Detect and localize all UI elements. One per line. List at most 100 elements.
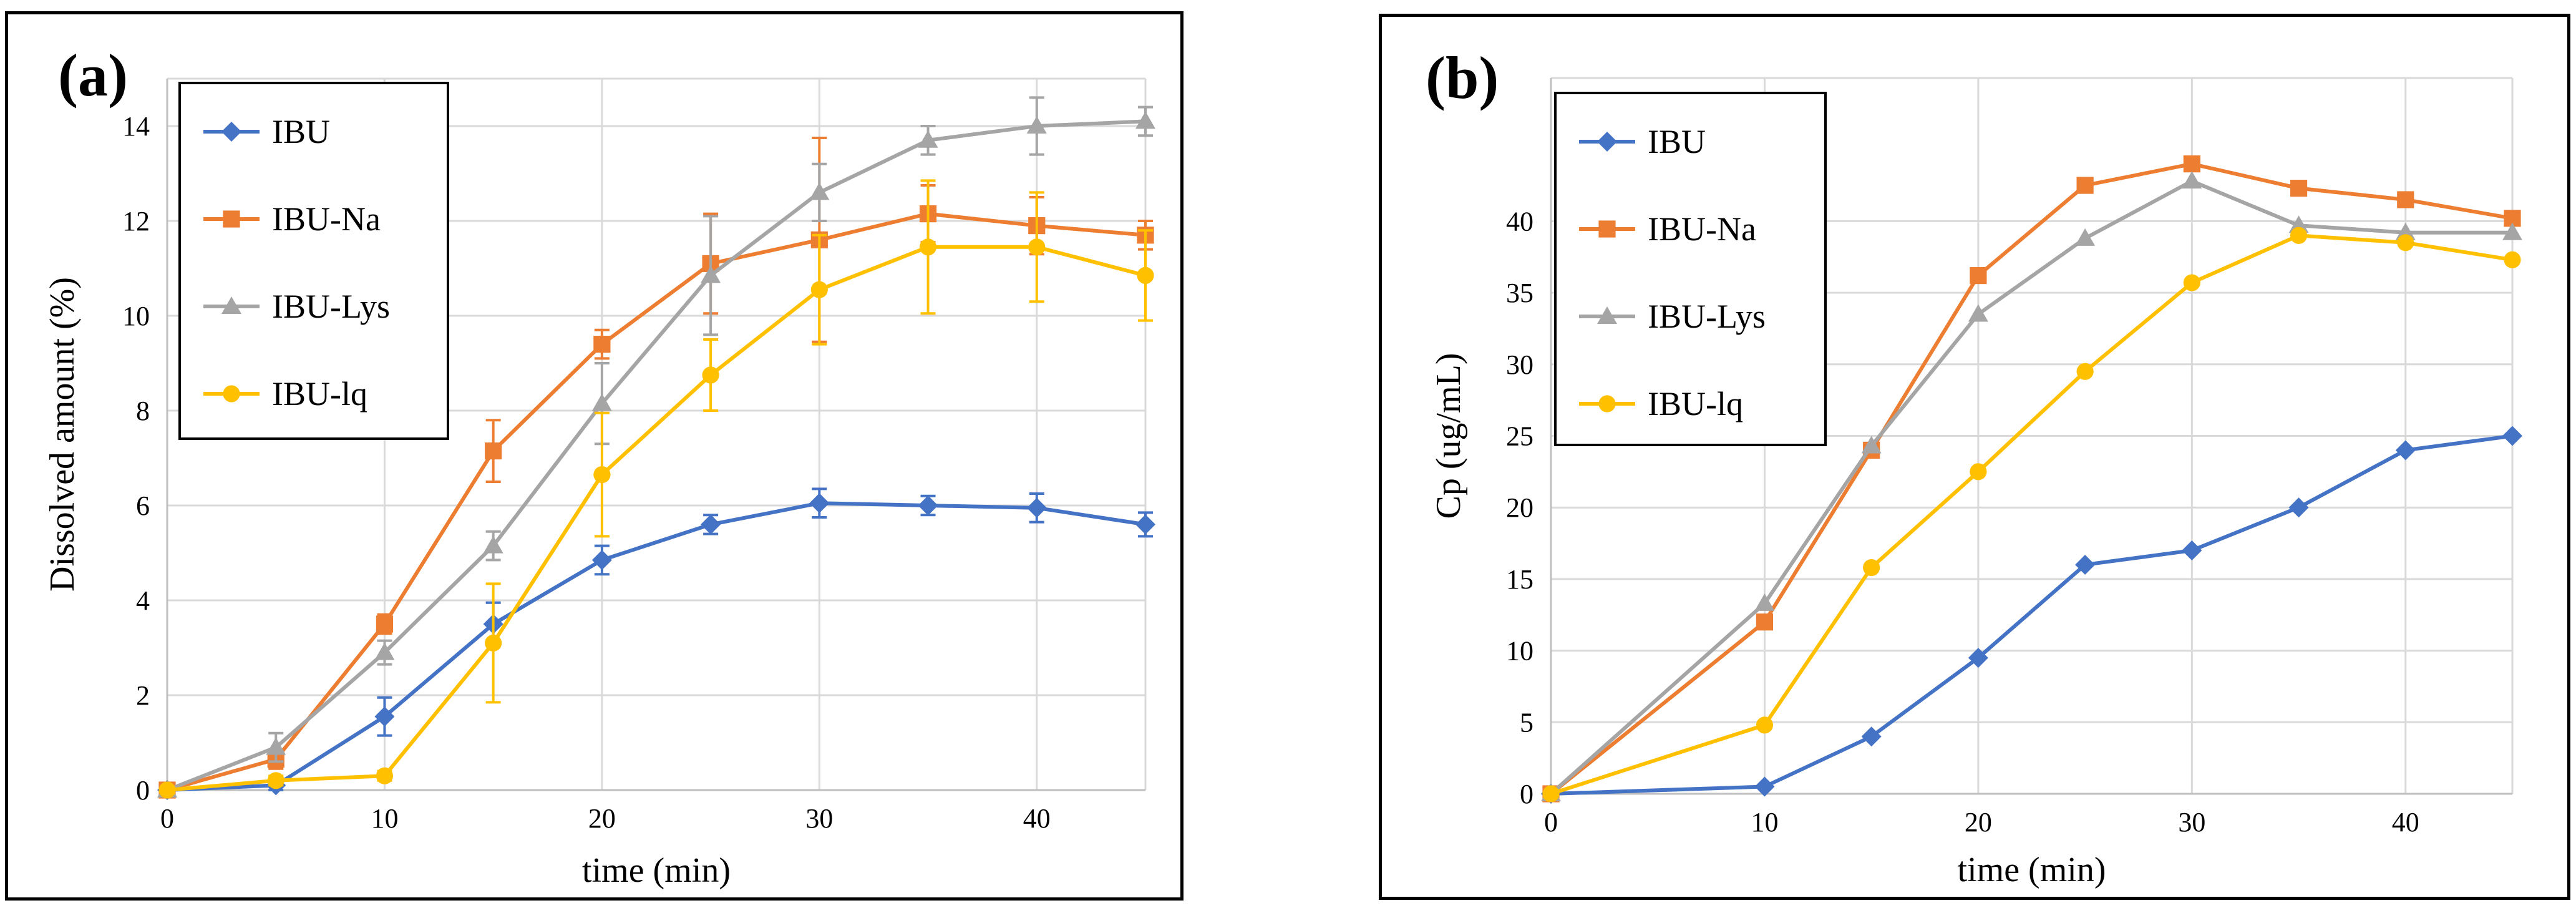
chart-b-series-ibu-na-point [2183,155,2200,173]
chart-a-y-axis-title: Dissolved amount (%) [43,277,82,592]
chart-a-series-ibu-lq-point [376,767,394,784]
chart-a-series-ibu-point [701,514,721,535]
chart-a-series-ibu-lys-point [1135,111,1155,129]
chart-b-y-tick-label: 0 [1520,779,1533,809]
chart-b-series-ibu-lq-point [2183,274,2200,291]
chart-b-series-ibu-lq-point [1863,559,1880,577]
chart-b-series-ibu-point [1861,726,1882,747]
chart-b-legend-marker-ibu-lys [1597,306,1617,324]
chart-a-series-ibu-lq-point [1028,238,1046,256]
chart-b-series-ibu-na-point [1970,266,1987,285]
chart-b-series-ibu-lys-point [2075,228,2096,246]
chart-b-series-ibu-lys-point [1754,593,1775,611]
chart-a-series-ibu-lq-point [593,466,611,484]
chart-b-series-ibu-lq-point [1542,785,1560,803]
chart-b-legend-marker-ibu-lq [1598,395,1616,413]
chart-a-series-ibu-lys [157,96,1155,798]
chart-a-y-tick-label: 0 [136,775,150,806]
chart-a-series-ibu-lq-point [810,281,828,298]
chart-b-series-ibu-lys-point [1861,436,1882,454]
chart-a-legend-label-ibu-lq: IBU-lq [272,375,367,413]
chart-b-series-ibu-lq-point [2290,227,2308,244]
chart-a-x-axis-title: time (min) [582,851,731,890]
chart-b-x-tick-label: 40 [2392,807,2419,837]
chart-b-x-axis-title: time (min) [1958,851,2106,889]
chart-b-series-ibu-na-point [1756,613,1774,631]
chart-a-series-ibu-lys-point [374,642,395,660]
chart-b-series-ibu-lq-point [2504,251,2521,268]
chart-a-series-ibu-lys-point [1026,116,1047,134]
chart-b-y-tick-label: 5 [1520,707,1533,738]
chart-a-series-ibu [157,487,1155,800]
chart-b-series-ibu-lq-point [1970,463,1987,481]
chart-a-legend: IBU IBU-Na IBU-Lys IBU-lq [178,82,449,440]
chart-a-series-ibu-lq-line [167,245,1146,792]
chart-b-series-ibu-lq-point [2397,234,2414,251]
chart-b-y-tick-label: 10 [1506,636,1533,666]
chart-b-y-axis-title: Cp (ug/mL) [1429,353,1468,519]
chart-b-y-tick-label: 30 [1506,349,1533,380]
chart-a-y-tick-label: 14 [122,111,150,142]
chart-b-series-ibu-point [2075,554,2096,575]
chart-b-legend-label-ibu-lq: IBU-lq [1648,385,1743,422]
chart-b-y-tick-label: 40 [1506,206,1533,237]
chart-b-series-ibu-lys-point [2288,215,2309,233]
chart-b-x-tick-label: 10 [1751,807,1778,837]
chart-b-y-tick-label: 25 [1506,421,1533,452]
chart-a-series-ibu-lq-point [702,366,719,384]
chart-a-series-ibu-line [167,501,1146,792]
chart-b-legend-label-ibu-na: IBU-Na [1648,210,1756,248]
chart-b-series-ibu-na-point [2290,180,2308,197]
chart-a-series-ibu-lys-point [809,182,830,200]
chart-a-x-tick-label: 0 [160,803,174,834]
chart-b-svg: 0 10 20 30 40 0 5 10 15 20 25 30 35 40 time (min) Cp (u… [1426,44,2522,889]
chart-a-x-tick-label: 10 [371,803,398,834]
chart-a-series-ibu-point [1026,497,1047,518]
chart-b-series-ibu-lys-point [2182,171,2202,189]
chart-b-y-tick-label: 35 [1506,278,1533,308]
chart-a-series-ibu-lq-point [267,772,284,789]
chart-a-series-ibu-na-point [485,442,502,460]
chart-panel-a: 0 10 20 30 40 0 2 4 6 8 10 12 14 time (min) Dissolved … [5,11,1184,901]
chart-a-series-ibu-lq-point [1137,266,1154,284]
chart-b-series-ibu-lq-point [2076,363,2094,380]
chart-a-legend-label-ibu-na: IBU-Na [272,200,381,238]
chart-b-x-tick-label: 30 [2178,807,2205,837]
chart-a-y-tick-label: 12 [122,206,150,237]
chart-b-legend-label-ibu-lys: IBU-Lys [1648,298,1766,335]
chart-a-series-ibu-lq-point [158,781,176,799]
chart-b-legend-marker-ibu-na [1598,220,1616,238]
chart-a-legend-marker-ibu-na [223,210,240,228]
chart-a-y-tick-label: 8 [136,396,150,426]
chart-a-series-ibu-lq [158,179,1154,799]
chart-b-series-ibu-na-point [2076,177,2094,194]
chart-b-series-ibu-lys-point [2502,222,2522,240]
chart-b-series-ibu [1541,426,2522,804]
chart-a-panel-label: (a) [58,42,128,109]
chart-b-series-ibu-point [2182,540,2202,561]
chart-a-x-tick-label: 30 [805,803,833,834]
chart-a-series-ibu-lys-point [701,265,721,283]
chart-b-series-ibu-line [1550,434,2513,796]
chart-a-series-ibu-na-point [376,615,394,633]
chart-b-series-ibu-point [2502,426,2522,446]
chart-a-y-tick-label: 4 [136,585,150,616]
chart-a-series-ibu-point [809,493,830,514]
chart-a-series-ibu-lys-point [918,130,938,148]
chart-a-legend-box [178,82,449,440]
chart-b-series-ibu-lq [1542,227,2521,803]
chart-b-series-ibu-na-point [2397,191,2414,208]
chart-a-svg: 0 10 20 30 40 0 2 4 6 8 10 12 14 time (min) Dissolved … [43,42,1155,890]
chart-a-series-ibu-lys-point [591,393,612,411]
chart-panel-b: 0 10 20 30 40 0 5 10 15 20 25 30 35 40 time (min) Cp (u… [1379,14,2570,900]
chart-a-series-ibu-point [591,550,612,570]
chart-b-series-ibu-point [2288,497,2309,518]
chart-b-x-tick-label: 0 [1544,807,1558,837]
chart-a-y-tick-label: 2 [136,680,150,711]
chart-a-legend-marker-ibu [221,122,241,142]
chart-b-legend-label-ibu: IBU [1648,123,1706,160]
chart-b-series-ibu-point [2395,440,2416,461]
chart-a-series-ibu-lq-point [919,238,937,256]
chart-a-series-ibu-na-line [167,212,1146,792]
